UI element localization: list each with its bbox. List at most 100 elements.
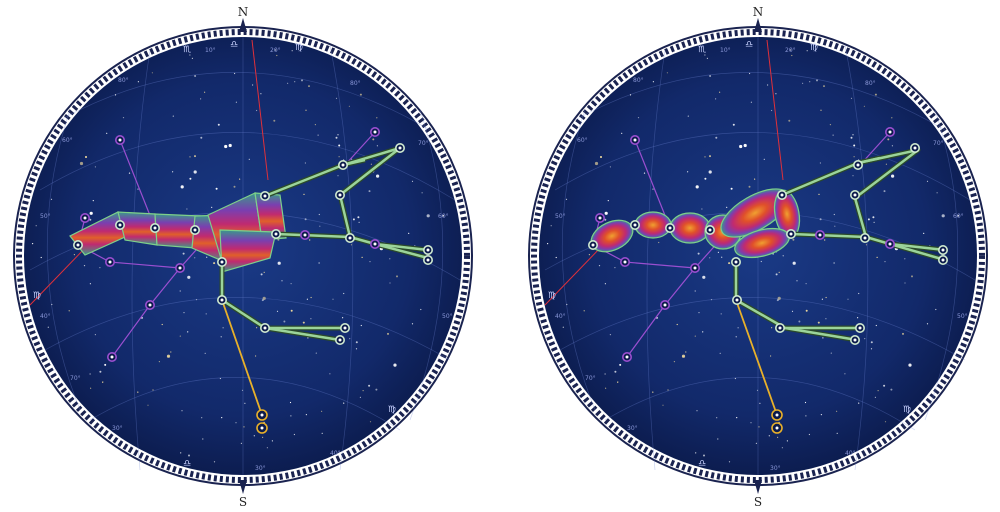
background-star: [588, 254, 591, 256]
ecliptic-line-right: [544, 244, 604, 306]
north-pointer-left: [239, 18, 247, 32]
constellation-star-core: [863, 236, 867, 240]
background-star: [728, 461, 731, 463]
band-straight-left: [69, 192, 287, 273]
background-star: [68, 310, 70, 312]
constellation-star-core: [398, 146, 402, 150]
background-star: [555, 256, 557, 259]
background-star: [102, 381, 104, 383]
background-star: [830, 352, 832, 354]
background-star: [891, 174, 895, 178]
background-star: [748, 185, 751, 188]
background-star: [629, 94, 632, 96]
constellation-star-core: [303, 233, 307, 237]
background-star: [188, 454, 190, 457]
background-star: [304, 162, 306, 164]
background-star: [201, 417, 203, 419]
background-star: [73, 254, 75, 256]
background-star: [864, 338, 866, 340]
background-star: [884, 421, 887, 423]
background-star: [372, 138, 375, 141]
background-star: [770, 355, 772, 357]
background-star: [357, 216, 360, 219]
background-star: [858, 292, 860, 295]
constellation-star-core: [888, 242, 892, 246]
background-star: [368, 190, 371, 193]
background-star: [759, 402, 761, 404]
background-star: [739, 144, 743, 149]
background-star: [908, 363, 912, 367]
background-star: [260, 93, 262, 95]
zodiac-label: ♎: [183, 459, 191, 469]
constellation-star-core: [735, 298, 739, 302]
background-star: [805, 415, 807, 417]
background-star: [255, 355, 257, 357]
background-star: [709, 75, 712, 77]
key-stars-right: [587, 127, 948, 434]
background-star: [667, 389, 669, 391]
degree-labels-left: 10° 20° 80° 60° 50° 40° 70° 60° 50° 80° …: [40, 47, 453, 472]
constellation-star-core: [941, 248, 945, 252]
svg-text:50°: 50°: [555, 213, 566, 220]
background-star: [737, 327, 739, 329]
constellation-star-core: [623, 260, 627, 264]
background-star: [716, 417, 718, 419]
background-star: [776, 299, 779, 302]
background-star: [343, 292, 345, 295]
zodiac-label: ♍: [388, 405, 396, 415]
background-star: [375, 388, 378, 391]
background-star: [389, 258, 391, 260]
constellation-star-core: [118, 138, 122, 142]
svg-text:30°: 30°: [255, 465, 266, 472]
constellation-star-core: [373, 242, 377, 246]
background-star: [852, 175, 854, 177]
background-star: [728, 262, 731, 265]
background-star: [687, 171, 689, 173]
background-star: [926, 180, 929, 182]
background-star: [256, 109, 258, 112]
background-star: [248, 158, 250, 160]
background-star: [786, 440, 789, 442]
background-star: [355, 341, 358, 344]
background-star: [863, 105, 866, 107]
background-star: [926, 323, 929, 325]
background-star: [262, 436, 264, 438]
svg-text:70°: 70°: [418, 140, 429, 147]
background-star: [170, 351, 172, 353]
background-star: [358, 221, 360, 223]
background-star: [673, 361, 676, 363]
background-star: [775, 273, 778, 276]
background-star: [318, 213, 320, 216]
background-star: [721, 256, 723, 258]
constellation-star-core: [178, 266, 182, 270]
background-star: [565, 198, 568, 200]
background-star: [189, 156, 191, 158]
background-star: [704, 156, 706, 158]
background-star: [303, 193, 305, 195]
background-star: [583, 310, 585, 312]
background-star: [594, 161, 599, 166]
background-star: [151, 72, 153, 74]
background-star: [35, 225, 37, 227]
south-pointer-left: [239, 480, 247, 494]
background-star: [244, 402, 246, 404]
background-star: [820, 109, 822, 111]
constellation-star-core: [633, 138, 637, 142]
background-star: [221, 417, 223, 419]
background-star: [204, 352, 206, 354]
background-star: [875, 324, 877, 327]
background-star: [189, 177, 192, 180]
constellation-star-core: [263, 326, 267, 330]
background-star: [161, 323, 163, 326]
background-star: [290, 283, 292, 285]
background-star: [94, 334, 96, 336]
zodiac-label: ♎: [745, 40, 753, 50]
background-star: [361, 256, 363, 258]
background-star: [200, 98, 202, 100]
background-star: [758, 426, 760, 428]
background-star: [317, 134, 319, 136]
background-star: [234, 72, 236, 75]
background-star: [754, 178, 756, 180]
svg-text:30°: 30°: [627, 425, 638, 432]
background-star: [844, 373, 846, 375]
